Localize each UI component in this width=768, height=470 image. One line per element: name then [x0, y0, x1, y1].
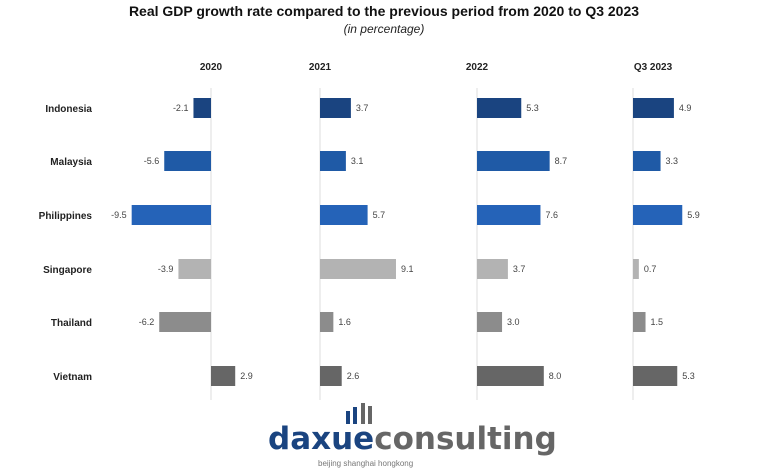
chart-title: Real GDP growth rate compared to the pre… — [128, 3, 640, 19]
bar — [477, 151, 550, 171]
data-label: -5.6 — [144, 156, 160, 166]
bar — [477, 259, 508, 279]
logo-tagline: beijing shanghai hongkong — [318, 459, 413, 468]
logo-bar-icon — [346, 411, 350, 424]
bar — [633, 151, 661, 171]
data-label: -2.1 — [173, 103, 189, 113]
logo-text: daxueconsulting — [268, 421, 557, 457]
logo-bar-icon — [353, 407, 357, 424]
category-label: Singapore — [43, 265, 92, 276]
data-label: 0.7 — [644, 264, 657, 274]
bar — [477, 366, 544, 386]
data-label: 5.3 — [682, 371, 695, 381]
data-label: -3.9 — [158, 264, 174, 274]
bar — [633, 259, 639, 279]
panel-header: Q3 2023 — [634, 62, 673, 73]
data-label: 3.1 — [351, 156, 364, 166]
data-label: 3.7 — [356, 103, 369, 113]
bar — [477, 312, 503, 332]
data-label: 3.3 — [666, 156, 679, 166]
bar — [131, 205, 211, 225]
data-label: 3.0 — [507, 317, 520, 327]
bar — [164, 151, 211, 171]
data-label: 1.5 — [651, 317, 664, 327]
data-label: 8.0 — [549, 371, 562, 381]
panel-header: 2020 — [200, 62, 223, 73]
category-label: Indonesia — [45, 104, 92, 115]
panel-header: 2021 — [309, 62, 332, 73]
bar — [633, 98, 674, 118]
logo-bar-icon — [368, 406, 372, 424]
data-label: 1.6 — [338, 317, 351, 327]
category-label: Malaysia — [50, 157, 92, 168]
data-label: 8.7 — [555, 156, 568, 166]
data-label: 5.9 — [687, 210, 700, 220]
data-label: 7.6 — [545, 210, 558, 220]
bar — [320, 205, 368, 225]
bar — [633, 366, 678, 386]
bar — [178, 259, 211, 279]
bar — [477, 205, 541, 225]
bar — [633, 205, 683, 225]
bar — [477, 98, 522, 118]
bar — [211, 366, 236, 386]
data-label: 5.7 — [373, 210, 386, 220]
bar — [320, 259, 396, 279]
data-label: 5.3 — [526, 103, 539, 113]
bar — [320, 312, 334, 332]
data-label: -9.5 — [111, 210, 127, 220]
bar — [320, 366, 342, 386]
data-label: 2.6 — [347, 371, 360, 381]
data-label: 3.7 — [513, 264, 526, 274]
data-label: -6.2 — [139, 317, 155, 327]
data-label: 9.1 — [401, 264, 414, 274]
bar — [633, 312, 646, 332]
category-label: Thailand — [51, 318, 92, 329]
data-label: 2.9 — [240, 371, 253, 381]
chart-subtitle: (in percentage) — [343, 22, 425, 36]
panel-header: 2022 — [466, 62, 489, 73]
category-label: Vietnam — [53, 372, 92, 383]
bar — [320, 151, 346, 171]
category-label: Philippines — [39, 211, 93, 222]
data-label: 4.9 — [679, 103, 692, 113]
bar — [320, 98, 351, 118]
bar — [193, 98, 211, 118]
logo-bar-icon — [361, 403, 365, 424]
bar — [159, 312, 211, 332]
